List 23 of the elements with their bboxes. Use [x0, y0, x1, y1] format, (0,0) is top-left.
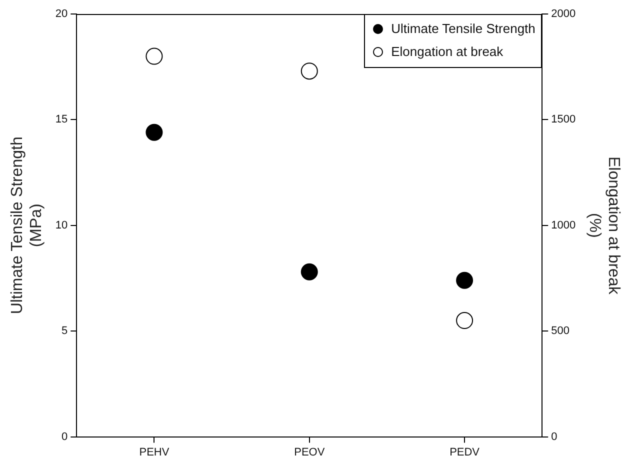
point: [300, 62, 318, 80]
y2-tick-label: 2000: [551, 8, 576, 20]
point: [146, 48, 163, 65]
x-tick-label: PEDV: [450, 446, 480, 458]
y2-axis-title: Elongation at break (%): [586, 156, 622, 296]
y2-tick-label: 0: [551, 430, 558, 443]
y-tick-label: 0: [62, 430, 68, 443]
x-tick-label: PEOV: [294, 446, 326, 458]
point: [456, 312, 474, 330]
legend-label: Ultimate Tensile Strength: [391, 21, 536, 36]
x-tick-label: PEHV: [139, 446, 170, 458]
y-tick-label: 20: [55, 8, 68, 20]
y-axis-title: Ultimate Tensile Strength (MPa): [9, 136, 46, 314]
y2-tick-label: 1500: [551, 114, 576, 126]
point: [456, 272, 474, 289]
legend-label: Elongation at break: [391, 44, 504, 59]
y-tick-label: 15: [55, 114, 68, 126]
point: [300, 263, 318, 280]
y2-tick-label: 1000: [551, 219, 576, 232]
point: [146, 124, 163, 141]
y-tick-label: 10: [55, 219, 68, 232]
y-tick-label: 5: [62, 325, 68, 338]
y2-tick-label: 500: [551, 325, 570, 338]
